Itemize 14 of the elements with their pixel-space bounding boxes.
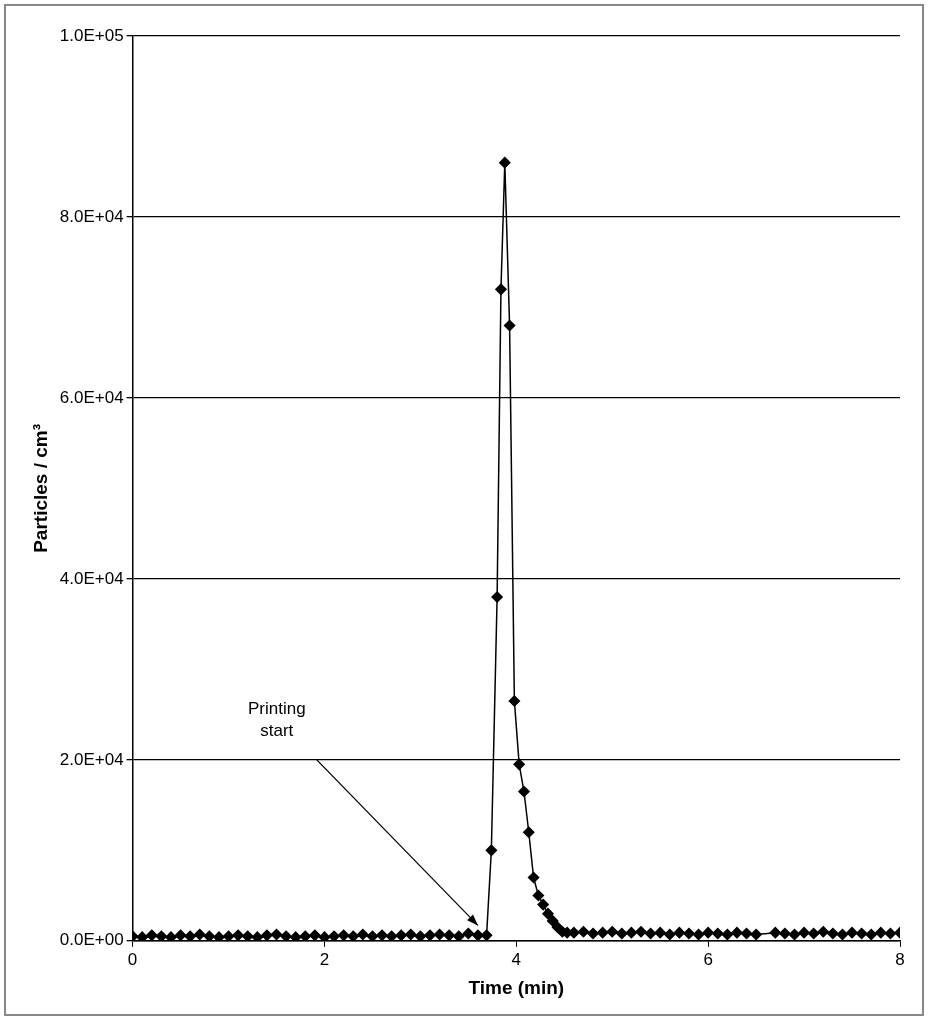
- x-tick-label: 6: [703, 949, 713, 969]
- x-tick-label: 4: [511, 949, 522, 969]
- y-axis-title: Particles / cm³: [29, 423, 51, 553]
- y-tick-label: 8.0E+04: [59, 206, 124, 226]
- x-tick-label: 8: [895, 949, 905, 969]
- y-tick-label: 6.0E+04: [59, 387, 124, 407]
- x-tick-label: 2: [319, 949, 330, 969]
- y-tick-label: 4.0E+04: [59, 568, 124, 588]
- x-tick-label: 0: [127, 949, 138, 969]
- x-axis-title: Time (min): [468, 976, 565, 998]
- y-tick-label: 1.0E+05: [59, 25, 124, 45]
- y-tick-label: 0.0E+00: [59, 930, 124, 950]
- annotation: Printing start: [247, 698, 306, 740]
- y-tick-label: 2.0E+04: [59, 749, 124, 769]
